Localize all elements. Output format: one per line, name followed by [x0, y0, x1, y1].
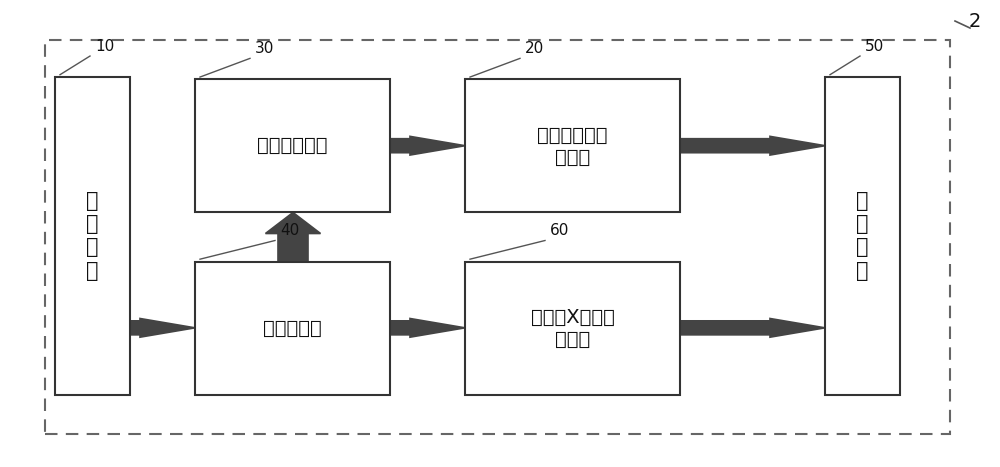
Text: 20: 20 — [525, 41, 545, 56]
Text: 气体收集装置: 气体收集装置 — [257, 136, 328, 156]
Text: 60: 60 — [550, 223, 570, 238]
Bar — [195, 262, 390, 395]
Text: 通道式X射线安
检装置: 通道式X射线安 检装置 — [531, 308, 614, 348]
Text: 显
示
装
置: 显 示 装 置 — [856, 191, 869, 281]
Text: 40: 40 — [280, 223, 300, 238]
Polygon shape — [680, 318, 825, 337]
Polygon shape — [265, 212, 320, 262]
Text: 吹
风
装
置: 吹 风 装 置 — [86, 191, 99, 281]
Bar — [825, 77, 900, 395]
Text: 10: 10 — [95, 39, 115, 54]
Text: 安检传送带: 安检传送带 — [263, 318, 322, 338]
Polygon shape — [390, 318, 465, 337]
Bar — [45, 40, 950, 434]
Text: 2: 2 — [969, 12, 981, 30]
Bar — [55, 77, 130, 395]
Text: 30: 30 — [255, 41, 275, 56]
Polygon shape — [130, 318, 195, 337]
Bar — [465, 262, 680, 395]
Text: 离子迁移谱检
测装置: 离子迁移谱检 测装置 — [537, 126, 608, 166]
Text: 50: 50 — [865, 39, 885, 54]
Bar — [465, 79, 680, 212]
Bar — [195, 79, 390, 212]
Polygon shape — [390, 136, 465, 155]
Polygon shape — [680, 136, 825, 155]
